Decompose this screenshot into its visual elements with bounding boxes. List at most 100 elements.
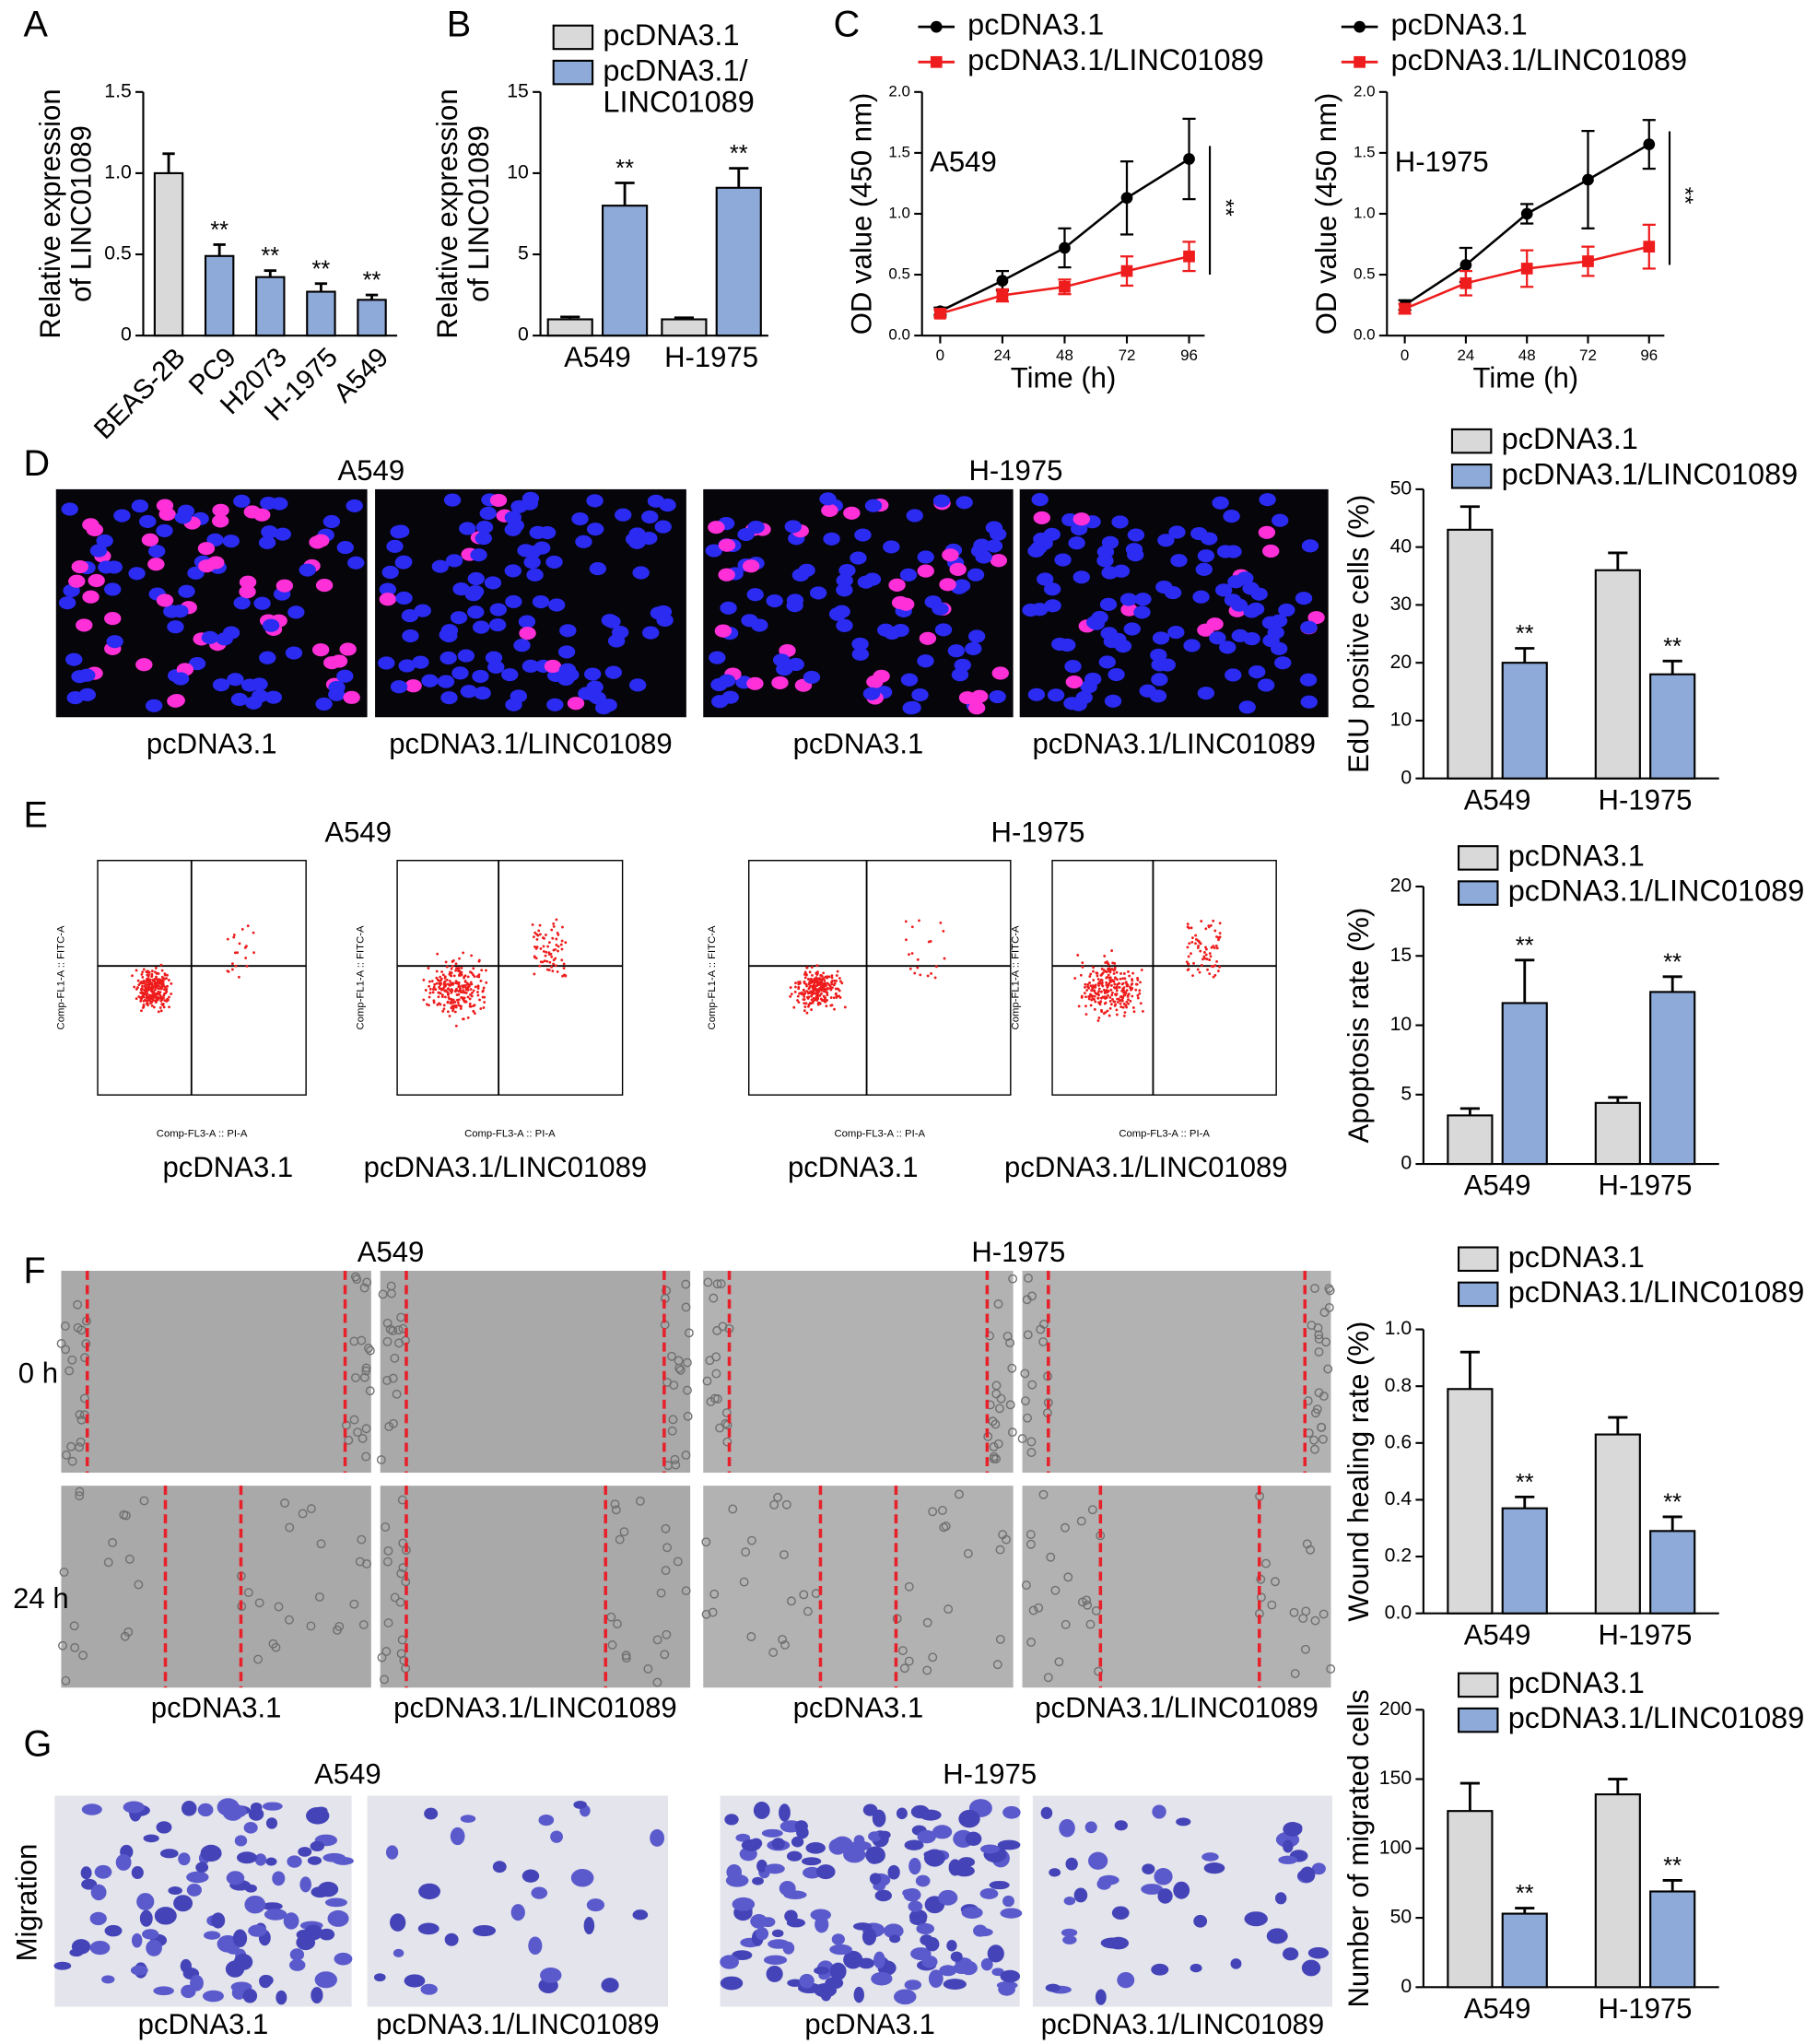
event [812,981,815,984]
stained-cell [805,1842,826,1854]
event [535,933,539,936]
event [1096,978,1100,981]
panel-letter: D [23,443,50,484]
cell [988,1416,998,1427]
nucleus [1300,620,1318,634]
cell [702,1376,712,1386]
stained-cell [887,1864,900,1880]
event [539,960,543,964]
event [1204,953,1208,957]
event [542,945,545,948]
cell [780,1640,790,1650]
stained-cell [1045,1983,1061,1992]
y-tick-label: 1.0 [104,162,131,183]
event [1204,927,1208,931]
event [1095,971,1098,975]
event [149,986,153,990]
stained-cell [288,1959,306,1971]
cell [1094,1666,1104,1676]
event [1194,942,1197,946]
nucleus [1070,698,1087,711]
nucleus [742,559,760,573]
stained-cell [943,1979,967,1990]
event [1084,1004,1087,1008]
nucleus [1214,583,1233,597]
event [1206,968,1209,971]
event [823,990,826,993]
stained-cell [262,1902,283,1910]
event [1089,972,1093,976]
event [1209,955,1213,958]
cell [643,1663,653,1674]
group-title: H-1975 [968,454,1062,487]
cell [316,1539,326,1549]
event [812,996,815,1000]
nucleus [474,687,491,700]
nucleus [1158,658,1177,672]
cell [1028,1605,1038,1615]
stained-cell [884,1923,904,1939]
event [451,959,454,963]
x-tick-label: 72 [1119,347,1136,364]
cell [1319,1609,1329,1619]
event [1115,989,1119,993]
nucleus [328,680,346,695]
event [448,980,451,982]
stained-cell [768,1939,790,1949]
y-axis-title: of LINC01089 [463,125,495,302]
y-axis-title: OD value (450 nm) [1310,93,1342,335]
flow-axis-label: Comp-FL1-A :: FITC-A [707,925,718,1029]
nucleus [1065,675,1084,689]
nucleus [594,701,613,715]
event [428,995,431,999]
event [838,977,841,980]
nucleus [61,502,78,516]
x-axis-title: Time (h) [1011,361,1117,394]
cell [139,1496,149,1506]
event [1213,929,1217,933]
cell [711,1369,721,1379]
y-tick-label: 200 [1379,1698,1412,1720]
stained-cell [1073,1887,1088,1903]
nucleus [751,618,768,632]
stained-cell [996,1980,1018,1990]
nucleus [641,510,659,524]
event [1118,985,1121,989]
cell [1026,1539,1036,1549]
y-tick-label: 15 [507,80,529,101]
nucleus [883,626,901,640]
y-tick-label: 50 [1390,1907,1412,1928]
cell [995,1545,1005,1555]
x-tick-label: A549 [1464,1992,1531,2025]
event [803,981,806,985]
nucleus [239,585,256,599]
x-tick-label: 96 [1640,347,1658,364]
event [1116,1001,1119,1004]
bar [546,318,593,337]
event [131,974,134,978]
event [444,960,448,964]
event [449,989,451,993]
transwell-image [720,1795,1020,2007]
event [1103,955,1107,957]
event [444,982,447,986]
point [1643,138,1656,151]
nucleus [156,523,173,537]
stained-cell [244,1884,257,1893]
event [834,987,838,991]
event [483,1001,486,1004]
nucleus [746,676,764,690]
image-caption: pcDNA3.1/LINC01089 [393,1692,677,1724]
nucleus [836,573,853,588]
event [446,1010,450,1014]
cell [123,1627,134,1637]
event [798,992,802,995]
event [836,969,839,973]
event [428,1004,430,1007]
event [1215,946,1219,950]
cell [383,1618,393,1628]
stained-cell [810,1909,832,1921]
stained-cell [756,1859,768,1873]
nucleus [201,630,219,644]
stained-cell [925,1936,940,1952]
